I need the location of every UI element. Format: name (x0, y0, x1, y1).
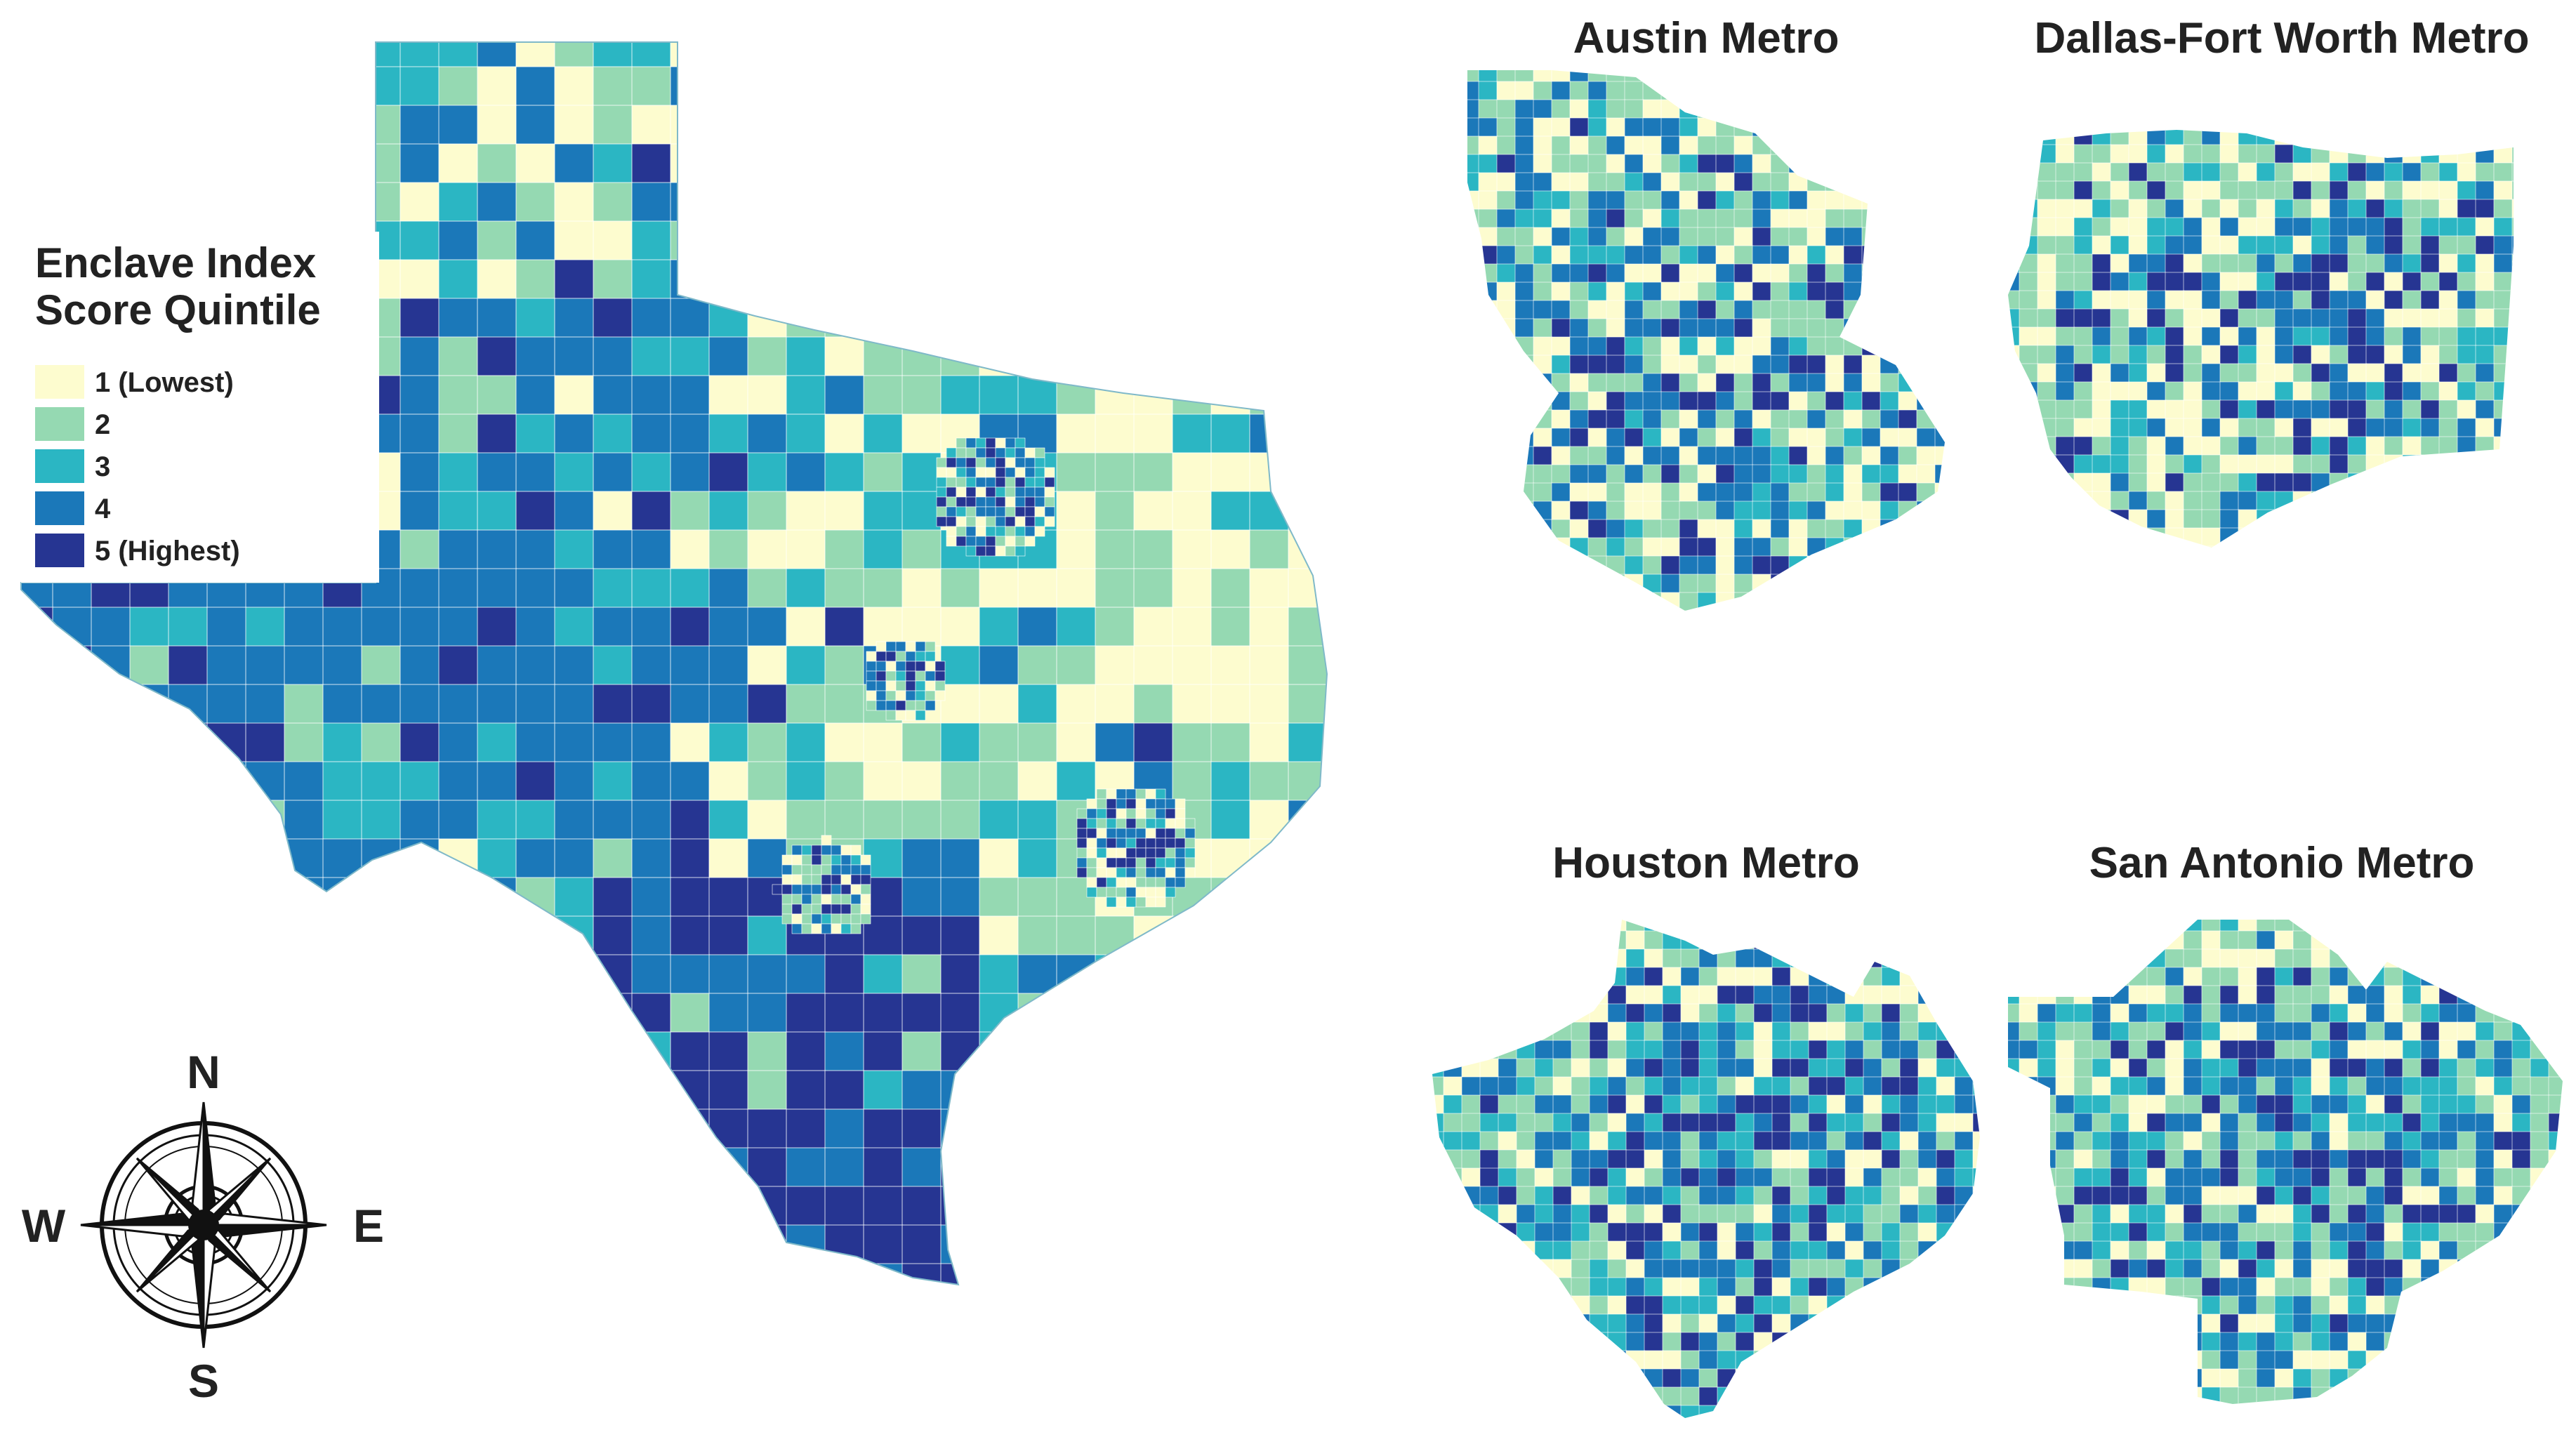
legend-label: 3 (95, 451, 110, 482)
compass-north-label: N (187, 1046, 220, 1098)
legend-label: 1 (Lowest) (95, 367, 234, 398)
legend-label: 2 (95, 409, 110, 440)
compass-west-label: W (22, 1200, 66, 1252)
legend-swatch (35, 365, 84, 399)
legend-swatch (35, 449, 84, 483)
compass-rose-icon: N S E W (22, 1046, 384, 1407)
inset-title-dallas-fort-worth: Dallas-Fort Worth Metro (2035, 14, 2530, 62)
compass-east-label: E (353, 1200, 384, 1252)
dallas-fort-worth-metro-map (2008, 130, 2514, 548)
legend-label: 5 (Highest) (95, 536, 240, 567)
san-antonio-metro-map (2008, 920, 2563, 1404)
legend-title-line1: Enclave Index (35, 239, 316, 286)
inset-title-austin: Austin Metro (1573, 14, 1839, 62)
legend-swatch (35, 491, 84, 525)
austin-metro-map (1467, 70, 1945, 611)
inset-title-houston: Houston Metro (1552, 839, 1859, 887)
legend-label: 4 (95, 494, 111, 524)
houston-metro-map (1432, 920, 1980, 1418)
texas-outline (20, 41, 1328, 1286)
compass-south-label: S (188, 1355, 219, 1407)
legend-title-line2: Score Quintile (35, 286, 321, 333)
legend: Enclave Index Score Quintile 1 (Lowest) 2… (21, 232, 379, 583)
legend-swatch (35, 534, 84, 567)
inset-title-san-antonio: San Antonio Metro (2089, 839, 2475, 887)
legend-swatch (35, 407, 84, 441)
